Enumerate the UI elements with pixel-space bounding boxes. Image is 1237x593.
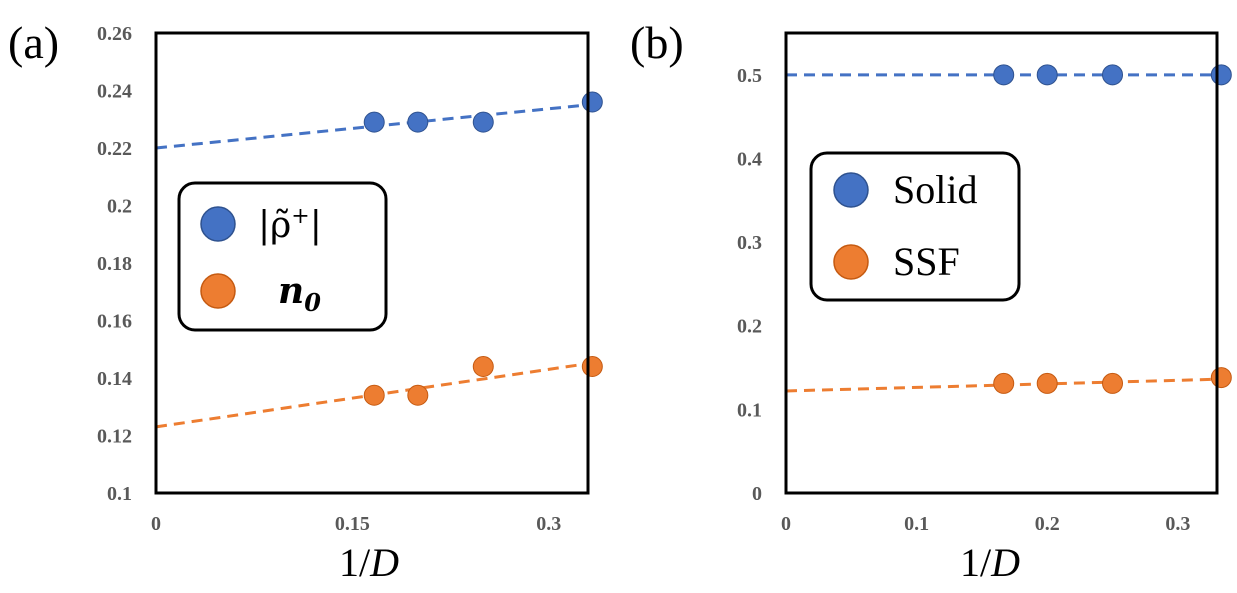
panel-a: (a) 0.1 0.12 0.14 0.16 0.18 0.2 0.22 0.24 0.26 0… xyxy=(8,17,603,585)
panel-a-y-tick-8: 0.26 xyxy=(97,23,132,45)
panel-a-point-s1-2 xyxy=(472,356,494,377)
panel-a-data-points xyxy=(363,91,603,406)
panel-b-legend-marker-ssf xyxy=(833,244,869,280)
panel-b-x-tick-labels: 0 0.1 0.2 0.3 xyxy=(781,513,1190,535)
panel-b-y-tick-4: 0.4 xyxy=(737,148,762,170)
panel-a-x-tick-2: 0.3 xyxy=(536,513,561,535)
panel-b-point-s1-0 xyxy=(993,372,1015,394)
panel-b-point-s1-1 xyxy=(1036,372,1058,394)
panel-a-legend: |ρ̃+| n0 xyxy=(177,181,388,332)
panel-b-label: (b) xyxy=(630,17,684,68)
panel-b-point-s1-3 xyxy=(1210,367,1232,389)
panel-b-legend: Solid SSF xyxy=(809,151,1021,302)
panel-a-point-s0-3 xyxy=(581,91,603,113)
panel-a-x-axis-label-prefix: 1/ xyxy=(339,540,371,585)
panel-a-legend-marker-rho xyxy=(200,206,236,242)
panel-b-x-axis-label-var: D xyxy=(990,540,1020,585)
panel-a-plot-frame xyxy=(154,31,590,495)
panel-b-legend-label-solid: Solid xyxy=(893,167,977,212)
legend-n0-main: n xyxy=(278,270,304,312)
panel-b-point-s0-1 xyxy=(1036,64,1058,86)
panel-a-legend-marker-n0 xyxy=(200,273,236,309)
panel-a-legend-label-rho: |ρ̃+| xyxy=(258,204,322,246)
panel-a-y-tick-6: 0.22 xyxy=(97,138,132,160)
legend-rho-main: |ρ̃ xyxy=(258,205,291,246)
panel-b-x-tick-3: 0.3 xyxy=(1165,513,1190,535)
panel-b-point-s0-3 xyxy=(1210,64,1232,86)
panel-a-y-tick-0: 0.1 xyxy=(107,483,132,505)
panel-b-y-tick-5: 0.5 xyxy=(737,65,762,87)
panel-b-y-tick-3: 0.3 xyxy=(737,232,762,254)
panel-a-x-tick-0: 0 xyxy=(151,513,161,535)
panel-a-y-tick-5: 0.2 xyxy=(107,196,132,218)
panel-b-plot-frame xyxy=(784,31,1219,495)
panel-b-x-tick-2: 0.2 xyxy=(1035,513,1060,535)
panel-a-legend-label-n0: n0 xyxy=(278,270,321,317)
panel-b-y-tick-0: 0 xyxy=(752,483,762,505)
panel-a-point-s0-1 xyxy=(407,111,429,133)
panel-b-y-tick-labels: 0 0.1 0.2 0.3 0.4 0.5 xyxy=(737,65,762,505)
panel-a-y-tick-7: 0.24 xyxy=(97,81,132,103)
panel-b-y-tick-2: 0.2 xyxy=(737,316,762,338)
panel-b-y-tick-1: 0.1 xyxy=(737,399,762,421)
panel-b-x-axis-label-prefix: 1/ xyxy=(960,540,992,585)
panel-b-data-points xyxy=(993,64,1232,394)
panel-a-y-tick-2: 0.14 xyxy=(97,368,132,390)
panel-b-point-s1-2 xyxy=(1102,372,1124,394)
panel-b-point-s0-0 xyxy=(993,64,1015,86)
panel-a-x-tick-1: 0.15 xyxy=(335,513,370,535)
panel-a-x-axis-label: 1/D xyxy=(339,540,399,585)
panel-b-x-axis-label: 1/D xyxy=(960,540,1020,585)
panel-a-y-tick-4: 0.18 xyxy=(97,253,132,275)
panel-b-point-s0-2 xyxy=(1102,64,1124,86)
panel-b-x-tick-0: 0 xyxy=(781,513,791,535)
panel-a-point-s0-0 xyxy=(363,111,385,133)
legend-rho-close: | xyxy=(310,205,322,246)
panel-b: (b) 0 0.1 0.2 0.3 0.4 0.5 0 0.1 0.2 0.3 1/D Soli… xyxy=(630,17,1232,585)
panel-a-y-tick-1: 0.12 xyxy=(97,426,132,448)
panel-a-point-s0-2 xyxy=(472,111,494,133)
panel-a-y-tick-3: 0.16 xyxy=(97,311,132,333)
panel-a-point-s1-1 xyxy=(407,384,429,406)
panel-a-label: (a) xyxy=(8,17,59,68)
panel-b-legend-label-ssf: SSF xyxy=(893,239,960,284)
panel-a-point-s1-0 xyxy=(363,384,385,406)
panel-a-point-s1-3 xyxy=(581,356,603,377)
panel-a-x-axis-label-var: D xyxy=(369,540,399,585)
panel-b-legend-marker-solid xyxy=(833,172,869,208)
legend-n0-sub: 0 xyxy=(304,288,321,317)
panel-a-x-tick-labels: 0 0.15 0.3 xyxy=(151,513,561,535)
panel-a-y-tick-labels: 0.1 0.12 0.14 0.16 0.18 0.2 0.22 0.24 0.26 xyxy=(97,23,132,505)
legend-rho-sup: + xyxy=(291,204,309,229)
panel-b-x-tick-1: 0.1 xyxy=(904,513,929,535)
